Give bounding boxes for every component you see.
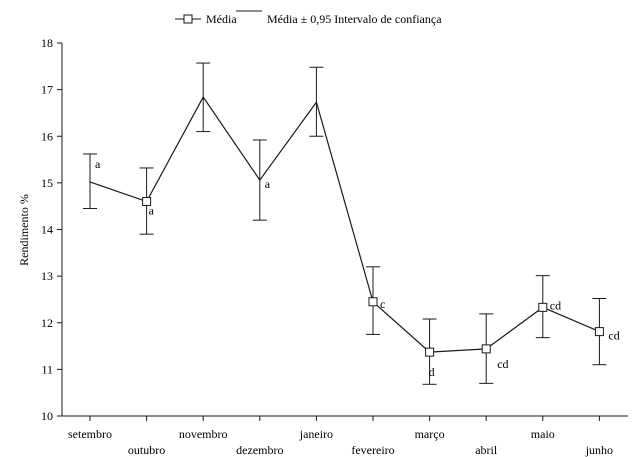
x-tick-label-setembro: setembro [68, 427, 112, 441]
data-point [425, 347, 435, 357]
x-tick-label-dezembro: dezembro [236, 443, 283, 457]
y-tick-label: 17 [41, 83, 53, 97]
y-tick-label: 16 [41, 129, 53, 143]
x-tick-label-fevereiro: fevereiro [351, 443, 394, 457]
legend-mean-marker [183, 14, 193, 24]
y-tick-label: 18 [41, 36, 53, 50]
data-point [594, 327, 604, 337]
data-point [481, 344, 491, 354]
x-axis: setembro outubro novembro dezembro janeiro fe… [62, 415, 628, 457]
significance-label: a [265, 177, 271, 191]
x-tick-label-novembro: novembro [179, 427, 228, 441]
y-axis: 10 11 12 13 14 15 16 17 18 Rendimento % [17, 36, 63, 423]
x-tick-label-junho: junho [585, 443, 613, 457]
y-tick-label: 12 [41, 316, 53, 330]
legend-ci-label: Média ± 0,95 Intervalo de confiança [267, 12, 442, 26]
y-axis-title: Rendimento % [17, 194, 31, 266]
significance-label: c [380, 297, 385, 311]
x-tick-label-janeiro: janeiro [299, 427, 333, 441]
y-tick-label: 10 [41, 409, 53, 423]
significance-label: cd [550, 298, 561, 312]
significance-label: d [429, 365, 435, 379]
y-tick-label: 15 [41, 176, 53, 190]
y-ticks: 10 11 12 13 14 15 16 17 18 [41, 36, 62, 423]
significance-label: a [95, 157, 101, 171]
significance-label: a [149, 204, 155, 218]
y-tick-label: 11 [41, 362, 53, 376]
significance-label: cd [497, 357, 508, 371]
x-ticks: setembro outubro novembro dezembro janeiro fe… [68, 416, 613, 457]
data-point [142, 197, 152, 207]
legend: Média Média ± 0,95 Intervalo de confianç… [175, 10, 442, 26]
data-point [538, 302, 548, 312]
series-line-media [89, 95, 600, 353]
x-tick-label-outubro: outubro [128, 443, 165, 457]
legend-mean-label: Média [206, 12, 237, 26]
significance-label: cd [608, 329, 619, 343]
data-point [368, 297, 378, 307]
x-tick-label-abril: abril [475, 443, 498, 457]
x-tick-label-março: março [415, 427, 445, 441]
y-tick-label: 13 [41, 269, 53, 283]
x-tick-label-maio: maio [531, 427, 555, 441]
y-tick-label: 14 [41, 223, 53, 237]
